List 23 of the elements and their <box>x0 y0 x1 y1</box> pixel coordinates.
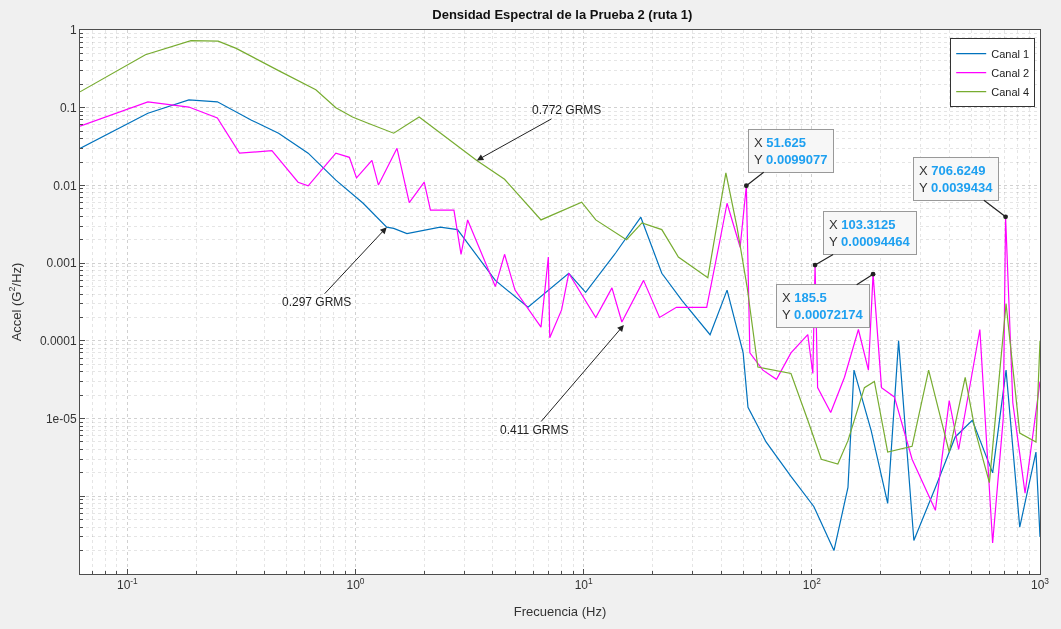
annotation: 0.411 GRMS <box>500 423 569 437</box>
legend-label: Canal 4 <box>991 85 1030 98</box>
x-tick-label: 10$^{3}$ <box>1030 576 1050 593</box>
chart-title: Densidad Espectral de la Prueba 2 (ruta 1) <box>432 6 693 22</box>
annotation: X 103.3125 Y 0.00094464 <box>829 217 911 249</box>
legend-label: Canal 2 <box>991 66 1030 79</box>
legend-label: Canal 1 <box>991 47 1030 60</box>
y-tick-label: 0.1 <box>59 100 77 115</box>
y-tick-label: 0.0001 <box>39 334 77 349</box>
annotation: X 185.5 Y 0.00072174 <box>782 290 864 322</box>
annotation: 0.772 GRMS <box>532 103 602 117</box>
x-tick-label: 10$^{0}$ <box>346 576 365 593</box>
annotation: X 706.6249 Y 0.0039434 <box>919 163 994 195</box>
x-tick-label: 10$^{-1}$ <box>116 576 139 593</box>
annotation: X 51.625 Y 0.0099077 <box>754 135 828 167</box>
x-tick-label: 10$^{2}$ <box>802 576 822 593</box>
y-tick-label: 1 <box>69 23 77 38</box>
x-axis-title: Frecuencia (Hz) <box>513 604 607 619</box>
y-tick-label: 1e-05 <box>45 411 77 426</box>
annotation: 0.297 GRMS <box>282 295 352 309</box>
x-tick-label: 10$^{1}$ <box>574 576 594 593</box>
y-tick-label: 0.01 <box>53 178 77 193</box>
y-tick-label: 0.001 <box>46 256 77 271</box>
